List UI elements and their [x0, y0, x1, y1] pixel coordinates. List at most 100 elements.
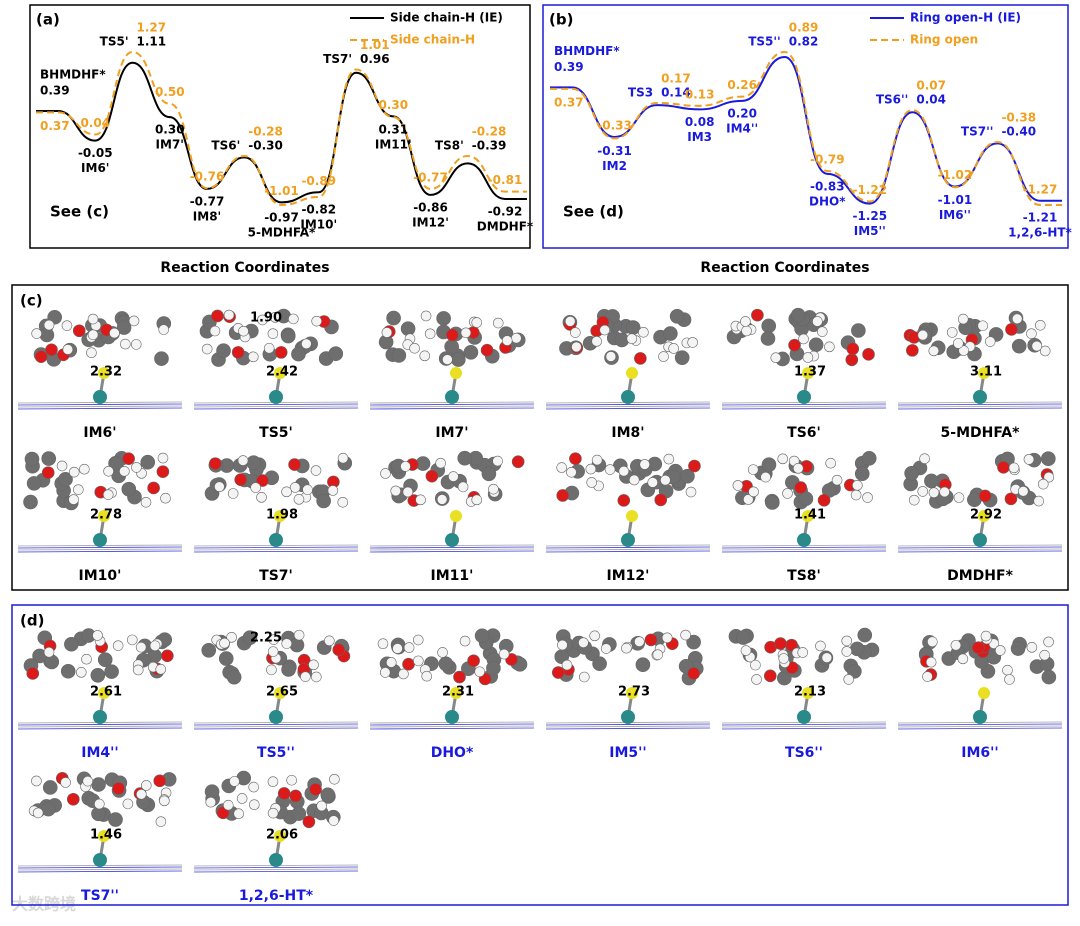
atom [209, 457, 222, 470]
atom [1041, 451, 1056, 467]
value-label: -0.28 [472, 125, 507, 139]
structure-label: 5-MDHFA* [941, 425, 1021, 441]
atom [621, 533, 635, 547]
distance-label: 2.78 [90, 508, 122, 523]
atom [471, 317, 483, 328]
atom [570, 327, 581, 338]
surface [193, 870, 359, 873]
molecule [17, 451, 183, 553]
category-label: IM12' [412, 215, 449, 229]
atom [109, 327, 120, 339]
molecule [369, 310, 535, 410]
atom [26, 476, 42, 491]
atom [438, 656, 454, 672]
surface [193, 866, 359, 869]
atom [626, 510, 638, 522]
surface [897, 727, 1063, 730]
category-label: TS6' [211, 139, 240, 153]
atom [61, 320, 73, 331]
distance-label: 1.46 [90, 828, 122, 843]
value-label: -1.21 [1023, 211, 1058, 225]
atom [420, 310, 432, 322]
atom [644, 633, 658, 647]
atom [302, 484, 313, 496]
distance-label: 2.32 [90, 365, 122, 380]
atom [327, 485, 339, 496]
atom [266, 664, 277, 676]
surface [17, 407, 183, 410]
atom [978, 687, 990, 699]
atom [492, 455, 503, 467]
atom [824, 341, 835, 353]
atom [481, 466, 497, 482]
molecule [193, 629, 359, 730]
molecule [17, 771, 183, 873]
atom [852, 480, 863, 491]
atom [471, 494, 483, 506]
structure-label: IM5'' [609, 745, 646, 761]
atom [269, 533, 283, 547]
atom [153, 774, 167, 788]
surface [897, 723, 1063, 726]
atom [229, 776, 240, 787]
atom [953, 338, 964, 349]
atom [288, 458, 301, 471]
atom [377, 638, 389, 650]
surface [369, 550, 535, 553]
atom [402, 657, 415, 671]
atom [26, 667, 40, 680]
atom [337, 452, 349, 464]
value-label: -0.86 [413, 200, 448, 214]
atom [263, 342, 275, 354]
value-label: 1.11 [137, 35, 167, 49]
atom [391, 348, 407, 363]
atom [219, 637, 230, 649]
atom [634, 352, 647, 365]
value-label: -0.81 [488, 173, 523, 187]
structure-label: IM6'' [961, 745, 998, 761]
atom [908, 494, 920, 506]
structure-label: IM11' [431, 568, 474, 584]
atom [808, 337, 824, 353]
atom [626, 687, 638, 699]
atom [132, 664, 144, 676]
x-axis-label: Reaction Coordinates [700, 260, 869, 276]
value-label: 0.08 [685, 115, 715, 129]
category-label: IM6' [81, 161, 109, 175]
atom [825, 457, 836, 469]
atom [1039, 649, 1050, 661]
atom [957, 313, 969, 325]
atom [741, 325, 752, 337]
atom [403, 642, 415, 653]
surface [545, 727, 711, 730]
atom [415, 494, 426, 506]
molecule [721, 307, 887, 410]
atom [413, 655, 424, 667]
atom [919, 453, 930, 465]
atom [748, 486, 759, 498]
atom [663, 453, 675, 465]
energy-curve [36, 61, 527, 204]
atom [155, 664, 167, 675]
atom [928, 487, 940, 498]
atom [1033, 495, 1045, 507]
atom [90, 667, 106, 683]
atom [102, 489, 114, 500]
atom [62, 344, 74, 355]
atom [451, 352, 466, 367]
atom [687, 337, 698, 348]
surface [369, 403, 535, 406]
atom [154, 351, 169, 366]
atom [797, 710, 811, 724]
atom [821, 652, 833, 663]
surface [369, 405, 535, 408]
atom [248, 781, 260, 793]
atom [927, 636, 938, 648]
atom [625, 320, 641, 335]
atom [267, 807, 279, 819]
atom [556, 462, 568, 473]
atom [591, 336, 602, 347]
surface [545, 723, 711, 726]
atom [841, 635, 853, 647]
